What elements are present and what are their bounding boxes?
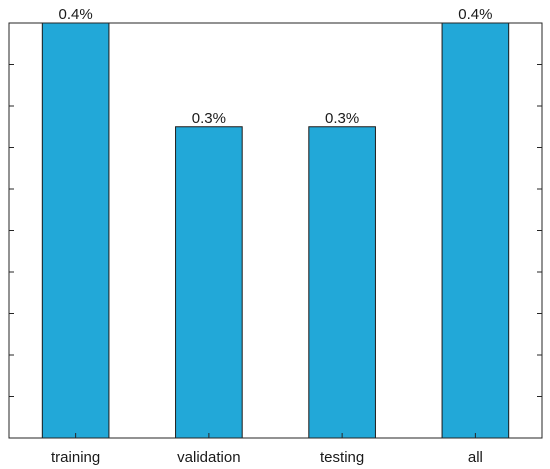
bar-validation	[175, 126, 243, 439]
data-labels-group: 0.4% 0.3% 0.3% 0.4%	[59, 6, 493, 127]
x-tick-label-testing: testing	[320, 449, 364, 466]
data-label-training: 0.4%	[59, 6, 93, 23]
data-label-testing: 0.3%	[325, 110, 359, 127]
x-tick-label-training: training	[51, 449, 100, 466]
data-label-all: 0.4%	[458, 6, 492, 23]
x-ticks-group	[75, 433, 476, 438]
x-tick-labels-group: training validation testing all	[51, 449, 483, 466]
x-tick-label-validation: validation	[177, 449, 240, 466]
plot-frame	[8, 22, 543, 439]
bar-testing	[308, 126, 376, 439]
data-label-validation: 0.3%	[192, 110, 226, 127]
y-ticks-group	[9, 64, 542, 397]
x-tick-label-all: all	[468, 449, 483, 466]
bars-group	[41, 22, 510, 439]
bar-all	[441, 22, 510, 439]
bar-training	[41, 22, 110, 439]
